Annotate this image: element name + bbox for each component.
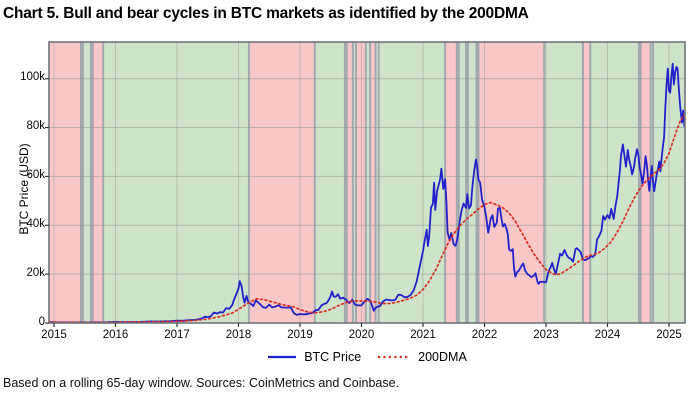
legend-item-200dma: 200DMA: [377, 350, 467, 364]
y-axis-label: BTC Price (USD): [17, 143, 31, 235]
legend: BTC Price 200DMA: [49, 350, 685, 364]
bear-band: [49, 42, 81, 323]
plot-frame: [48, 41, 686, 324]
source-note: Based on a rolling 65-day window. Source…: [3, 376, 400, 390]
bear-band: [583, 42, 590, 323]
bear-band: [92, 42, 104, 323]
dma-line-swatch: [378, 355, 411, 359]
bear-band: [250, 42, 315, 323]
bear-band: [356, 42, 366, 323]
legend-item-btc-price: BTC Price: [267, 350, 361, 364]
bull-background: [49, 42, 685, 323]
bear-band: [347, 42, 353, 323]
bear-band: [370, 42, 375, 323]
btc-line-swatch: [268, 355, 297, 359]
bear-band: [479, 42, 544, 323]
bear-band: [445, 42, 457, 323]
legend-label-btc: BTC Price: [304, 350, 362, 364]
chart-title: Chart 5. Bull and bear cycles in BTC mar…: [3, 5, 529, 22]
dma-line: [48, 113, 686, 324]
legend-label-dma: 200DMA: [418, 350, 467, 364]
btc-price-line: [48, 62, 686, 324]
